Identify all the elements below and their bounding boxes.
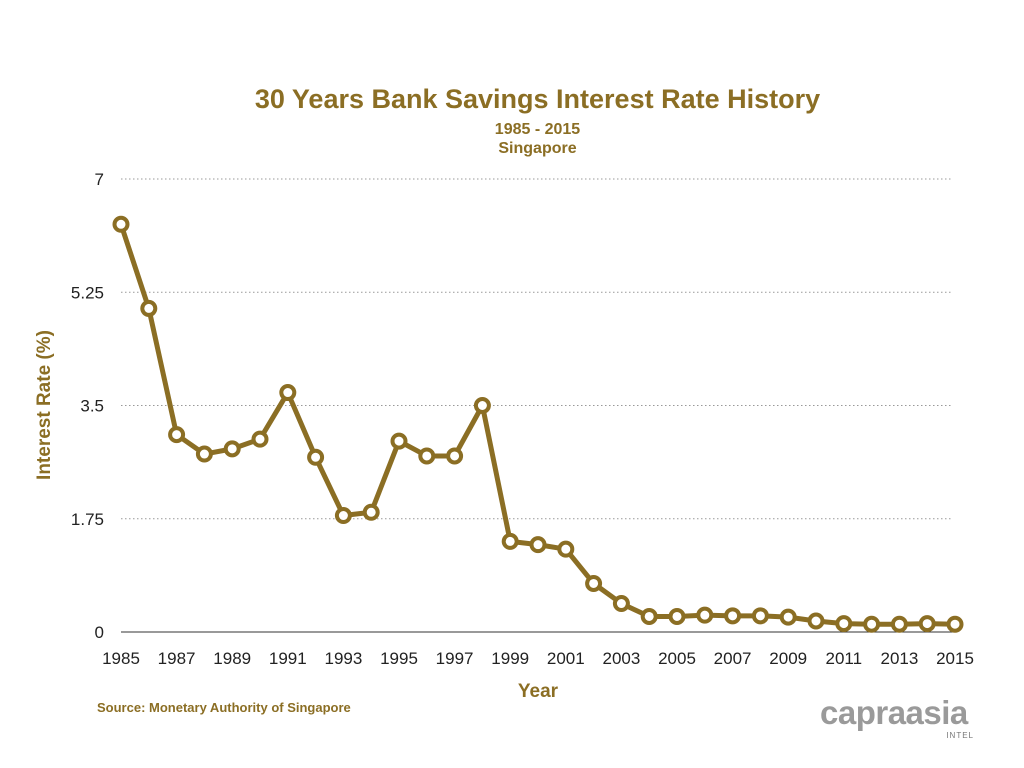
data-point (946, 615, 964, 633)
x-tick-label: 1997 (436, 649, 474, 668)
data-point (168, 426, 186, 444)
y-tick-label: 3.5 (80, 397, 104, 416)
chart-title: 30 Years Bank Savings Interest Rate Hist… (254, 84, 821, 114)
data-point (668, 607, 686, 625)
data-point (279, 384, 297, 402)
data-point (724, 607, 742, 625)
x-axis-label: Year (518, 681, 559, 702)
data-point (696, 606, 714, 624)
data-point (751, 607, 769, 625)
data-point (223, 440, 241, 458)
data-point (446, 447, 464, 465)
data-point (863, 615, 881, 633)
data-point (918, 615, 936, 633)
x-tick-label: 1999 (491, 649, 529, 668)
logo-text: capraasia (820, 694, 968, 731)
data-point (835, 615, 853, 633)
x-tick-label: 1989 (213, 649, 251, 668)
y-tick-label: 5.25 (71, 283, 104, 302)
y-tick-label: 0 (95, 623, 104, 642)
data-point (890, 615, 908, 633)
x-tick-label: 1985 (102, 649, 140, 668)
chart-subtitle-country: Singapore (498, 140, 577, 157)
y-axis-ticks: 0 1.75 3.5 5.25 7 (71, 170, 104, 642)
y-tick-label: 1.75 (71, 510, 104, 529)
x-tick-label: 2007 (714, 649, 752, 668)
data-point (334, 507, 352, 525)
data-point (640, 607, 658, 625)
x-tick-label: 2011 (826, 649, 863, 668)
series-line (118, 223, 956, 627)
x-tick-label: 1991 (269, 649, 307, 668)
brand-logo: capraasia INTEL (820, 694, 980, 746)
data-point (473, 397, 491, 414)
x-tick-label: 1993 (324, 649, 362, 668)
data-point (390, 432, 408, 450)
data-point (140, 299, 158, 317)
source-note: Source: Monetary Authority of Singapore (97, 700, 351, 715)
y-tick-label: 7 (95, 170, 104, 189)
data-point (251, 430, 269, 448)
grid-lines (121, 178, 953, 520)
logo-subtext: INTEL (946, 731, 974, 740)
data-point (112, 215, 130, 233)
chart-subtitle-years: 1985 - 2015 (494, 121, 581, 138)
data-point (612, 595, 630, 613)
x-tick-label: 2013 (880, 649, 918, 668)
x-axis-ticks: 1985 1987 1989 1991 1993 1995 1997 1999 2001 2003… (102, 649, 974, 668)
x-tick-label: 1995 (380, 649, 418, 668)
y-axis-label: Interest Rate (%) (34, 330, 55, 480)
data-point (585, 574, 603, 592)
data-point (418, 447, 436, 465)
data-point (195, 445, 213, 463)
x-tick-label: 2015 (936, 649, 974, 668)
x-tick-label: 2009 (769, 649, 807, 668)
x-tick-label: 2001 (547, 649, 585, 668)
x-tick-label: 2003 (602, 649, 640, 668)
data-point (501, 532, 519, 550)
data-points (112, 215, 964, 633)
x-tick-label: 1987 (158, 649, 196, 668)
x-tick-label: 2005 (658, 649, 696, 668)
data-point (529, 536, 547, 554)
data-point (307, 448, 325, 466)
data-point (779, 608, 797, 626)
data-point (807, 612, 825, 630)
data-point (362, 503, 380, 521)
data-point (557, 540, 575, 558)
